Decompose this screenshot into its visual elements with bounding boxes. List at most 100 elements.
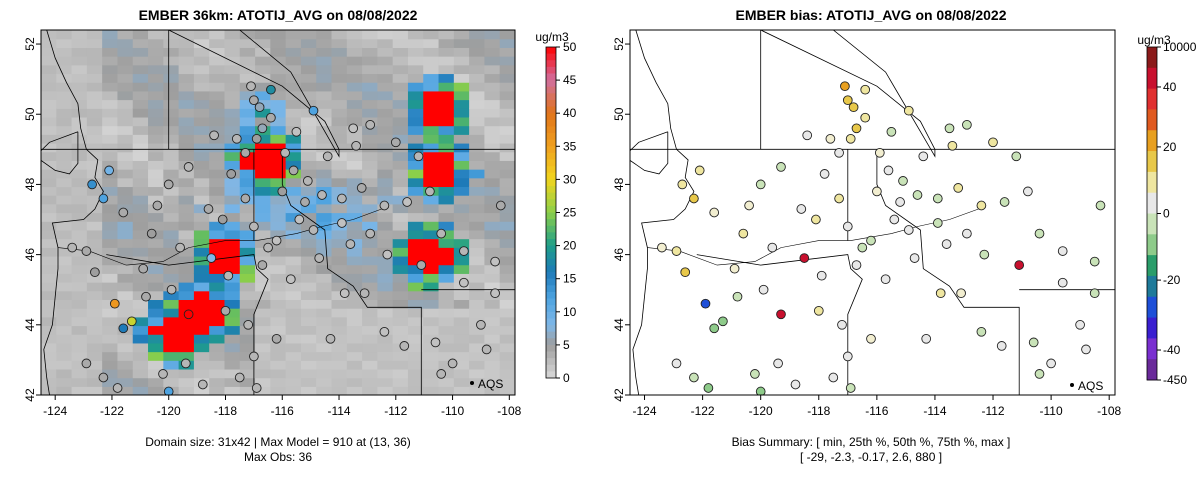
grid-cell — [392, 108, 409, 118]
grid-cell — [132, 368, 149, 379]
grid-cell — [193, 82, 210, 92]
grid-cell — [117, 169, 134, 179]
x-tick-label: -120 — [157, 404, 181, 418]
grid-cell — [316, 351, 333, 361]
grid-cell — [300, 238, 317, 248]
grid-cell — [377, 316, 394, 327]
grid-cell — [193, 351, 210, 361]
grid-cell — [346, 342, 363, 353]
grid-cell — [362, 177, 378, 188]
grid-cell — [453, 108, 470, 118]
station-marker — [790, 379, 801, 390]
grid-cell — [300, 308, 317, 318]
grid-cell — [469, 116, 486, 127]
grid-cell — [41, 47, 57, 57]
grid-cell — [453, 73, 470, 83]
station-marker — [476, 319, 486, 330]
grid-cell — [209, 342, 226, 353]
grid-cell — [300, 299, 317, 309]
grid-cell — [178, 30, 195, 40]
station-marker — [413, 151, 424, 162]
grid-cell — [71, 282, 88, 292]
grid-cell — [193, 56, 210, 66]
grid-cell — [407, 186, 424, 196]
grid-cell — [346, 160, 363, 170]
grid-cell — [193, 264, 210, 274]
grid-cell — [484, 282, 501, 292]
grid-cell — [331, 316, 348, 327]
grid-cell — [484, 325, 501, 335]
grid-cell — [132, 56, 149, 66]
grid-cell — [423, 221, 440, 231]
grid-cell — [469, 290, 486, 301]
grid-cell — [377, 169, 394, 179]
station-marker — [953, 183, 964, 193]
station-marker — [1014, 260, 1025, 270]
grid-cell — [300, 368, 317, 379]
station-marker — [1095, 200, 1106, 211]
grid-cell — [377, 30, 394, 40]
grid-cell — [102, 212, 119, 222]
grid-cell — [270, 316, 287, 327]
grid-cell — [163, 73, 180, 83]
grid-cell — [102, 290, 119, 301]
grid-cell — [270, 264, 287, 274]
grid-cell — [148, 116, 164, 127]
colorbar-segment — [1147, 88, 1157, 110]
station-marker — [436, 228, 447, 239]
grid-cell — [392, 308, 409, 318]
grid-cell — [163, 108, 180, 118]
grid-cell — [41, 38, 57, 48]
grid-cell — [239, 203, 256, 214]
grid-cell — [346, 368, 363, 379]
grid-cell — [132, 99, 149, 109]
x-tick-label: -122 — [691, 404, 715, 418]
grid-cell — [362, 386, 378, 395]
grid-cell — [392, 351, 409, 361]
station-marker — [1075, 319, 1085, 330]
grid-cell — [209, 177, 226, 188]
grid-cell — [362, 73, 378, 83]
station-marker — [750, 369, 760, 379]
grid-cell — [56, 282, 73, 292]
station-marker — [308, 225, 319, 235]
grid-cell — [377, 142, 394, 153]
grid-cell — [377, 116, 394, 127]
grid-cell — [56, 377, 73, 387]
grid-cell — [362, 212, 378, 222]
grid-cell — [41, 282, 57, 292]
grid-cell — [163, 99, 180, 109]
grid-cell — [209, 247, 226, 257]
station-marker — [918, 151, 929, 162]
grid-cell — [453, 186, 470, 196]
grid-cell — [438, 238, 455, 248]
station-marker — [1028, 337, 1039, 348]
grid-cell — [178, 38, 195, 48]
grid-cell — [438, 368, 455, 379]
station-marker — [379, 326, 390, 337]
grid-cell — [71, 177, 88, 188]
coastline — [43, 30, 104, 395]
grid-cell — [56, 64, 73, 75]
grid-cell — [285, 73, 302, 83]
grid-cell — [224, 56, 241, 66]
grid-cell — [178, 177, 195, 188]
grid-cell — [484, 99, 501, 109]
grid-cell — [362, 264, 378, 274]
grid-cell — [71, 238, 88, 248]
grid-cell — [132, 177, 149, 188]
grid-cell — [499, 195, 515, 205]
grid-cell — [285, 238, 302, 248]
grid-cell — [71, 56, 88, 66]
grid-cell — [163, 351, 180, 361]
grid-cell — [316, 212, 333, 222]
grid-cell — [285, 221, 302, 231]
grid-cell — [86, 125, 103, 135]
station-marker — [436, 369, 447, 379]
station-marker — [825, 133, 836, 144]
grid-cell — [316, 47, 333, 57]
grid-cell — [148, 351, 164, 361]
grid-cell — [239, 238, 256, 248]
grid-cell — [41, 134, 57, 144]
grid-cell — [117, 151, 134, 161]
